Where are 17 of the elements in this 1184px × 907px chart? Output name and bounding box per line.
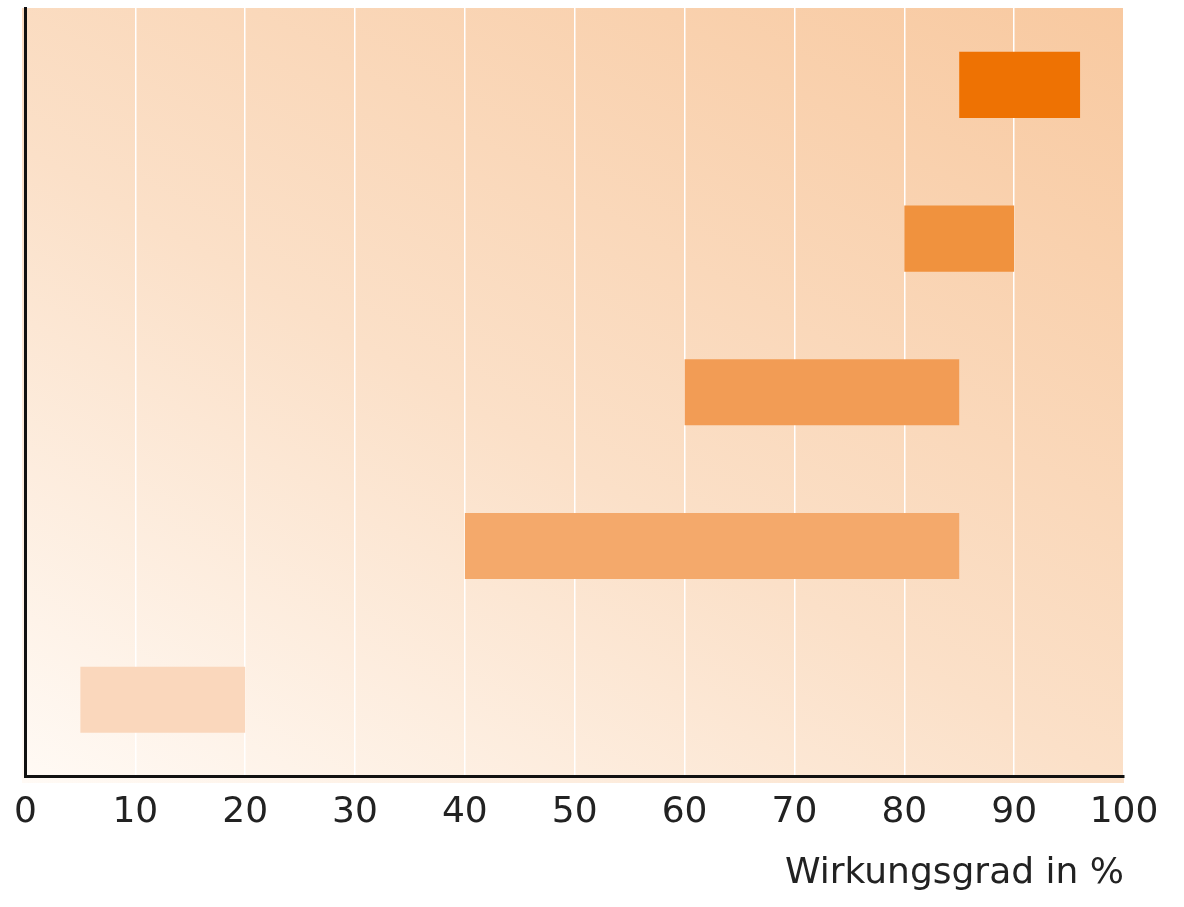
x-tick-label: 40 bbox=[441, 788, 488, 830]
bar bbox=[684, 359, 960, 426]
x-axis-title: Wirkungsgrad in % bbox=[784, 849, 1124, 891]
x-tick-label: 100 bbox=[1089, 788, 1159, 830]
x-tick-label: 70 bbox=[771, 788, 818, 830]
x-tick-label: 0 bbox=[14, 788, 37, 830]
bar bbox=[904, 205, 1015, 272]
x-tick-label: 90 bbox=[991, 788, 1038, 830]
bar bbox=[464, 512, 960, 580]
bar bbox=[80, 666, 246, 733]
x-tick-label: 80 bbox=[881, 788, 928, 830]
x-tick-label: 50 bbox=[551, 788, 598, 830]
x-tick-label: 30 bbox=[332, 788, 378, 830]
bar bbox=[959, 51, 1081, 118]
x-tick-label: 20 bbox=[222, 788, 269, 830]
x-tick-label: 10 bbox=[112, 788, 159, 830]
x-tick-label: 60 bbox=[661, 788, 708, 830]
